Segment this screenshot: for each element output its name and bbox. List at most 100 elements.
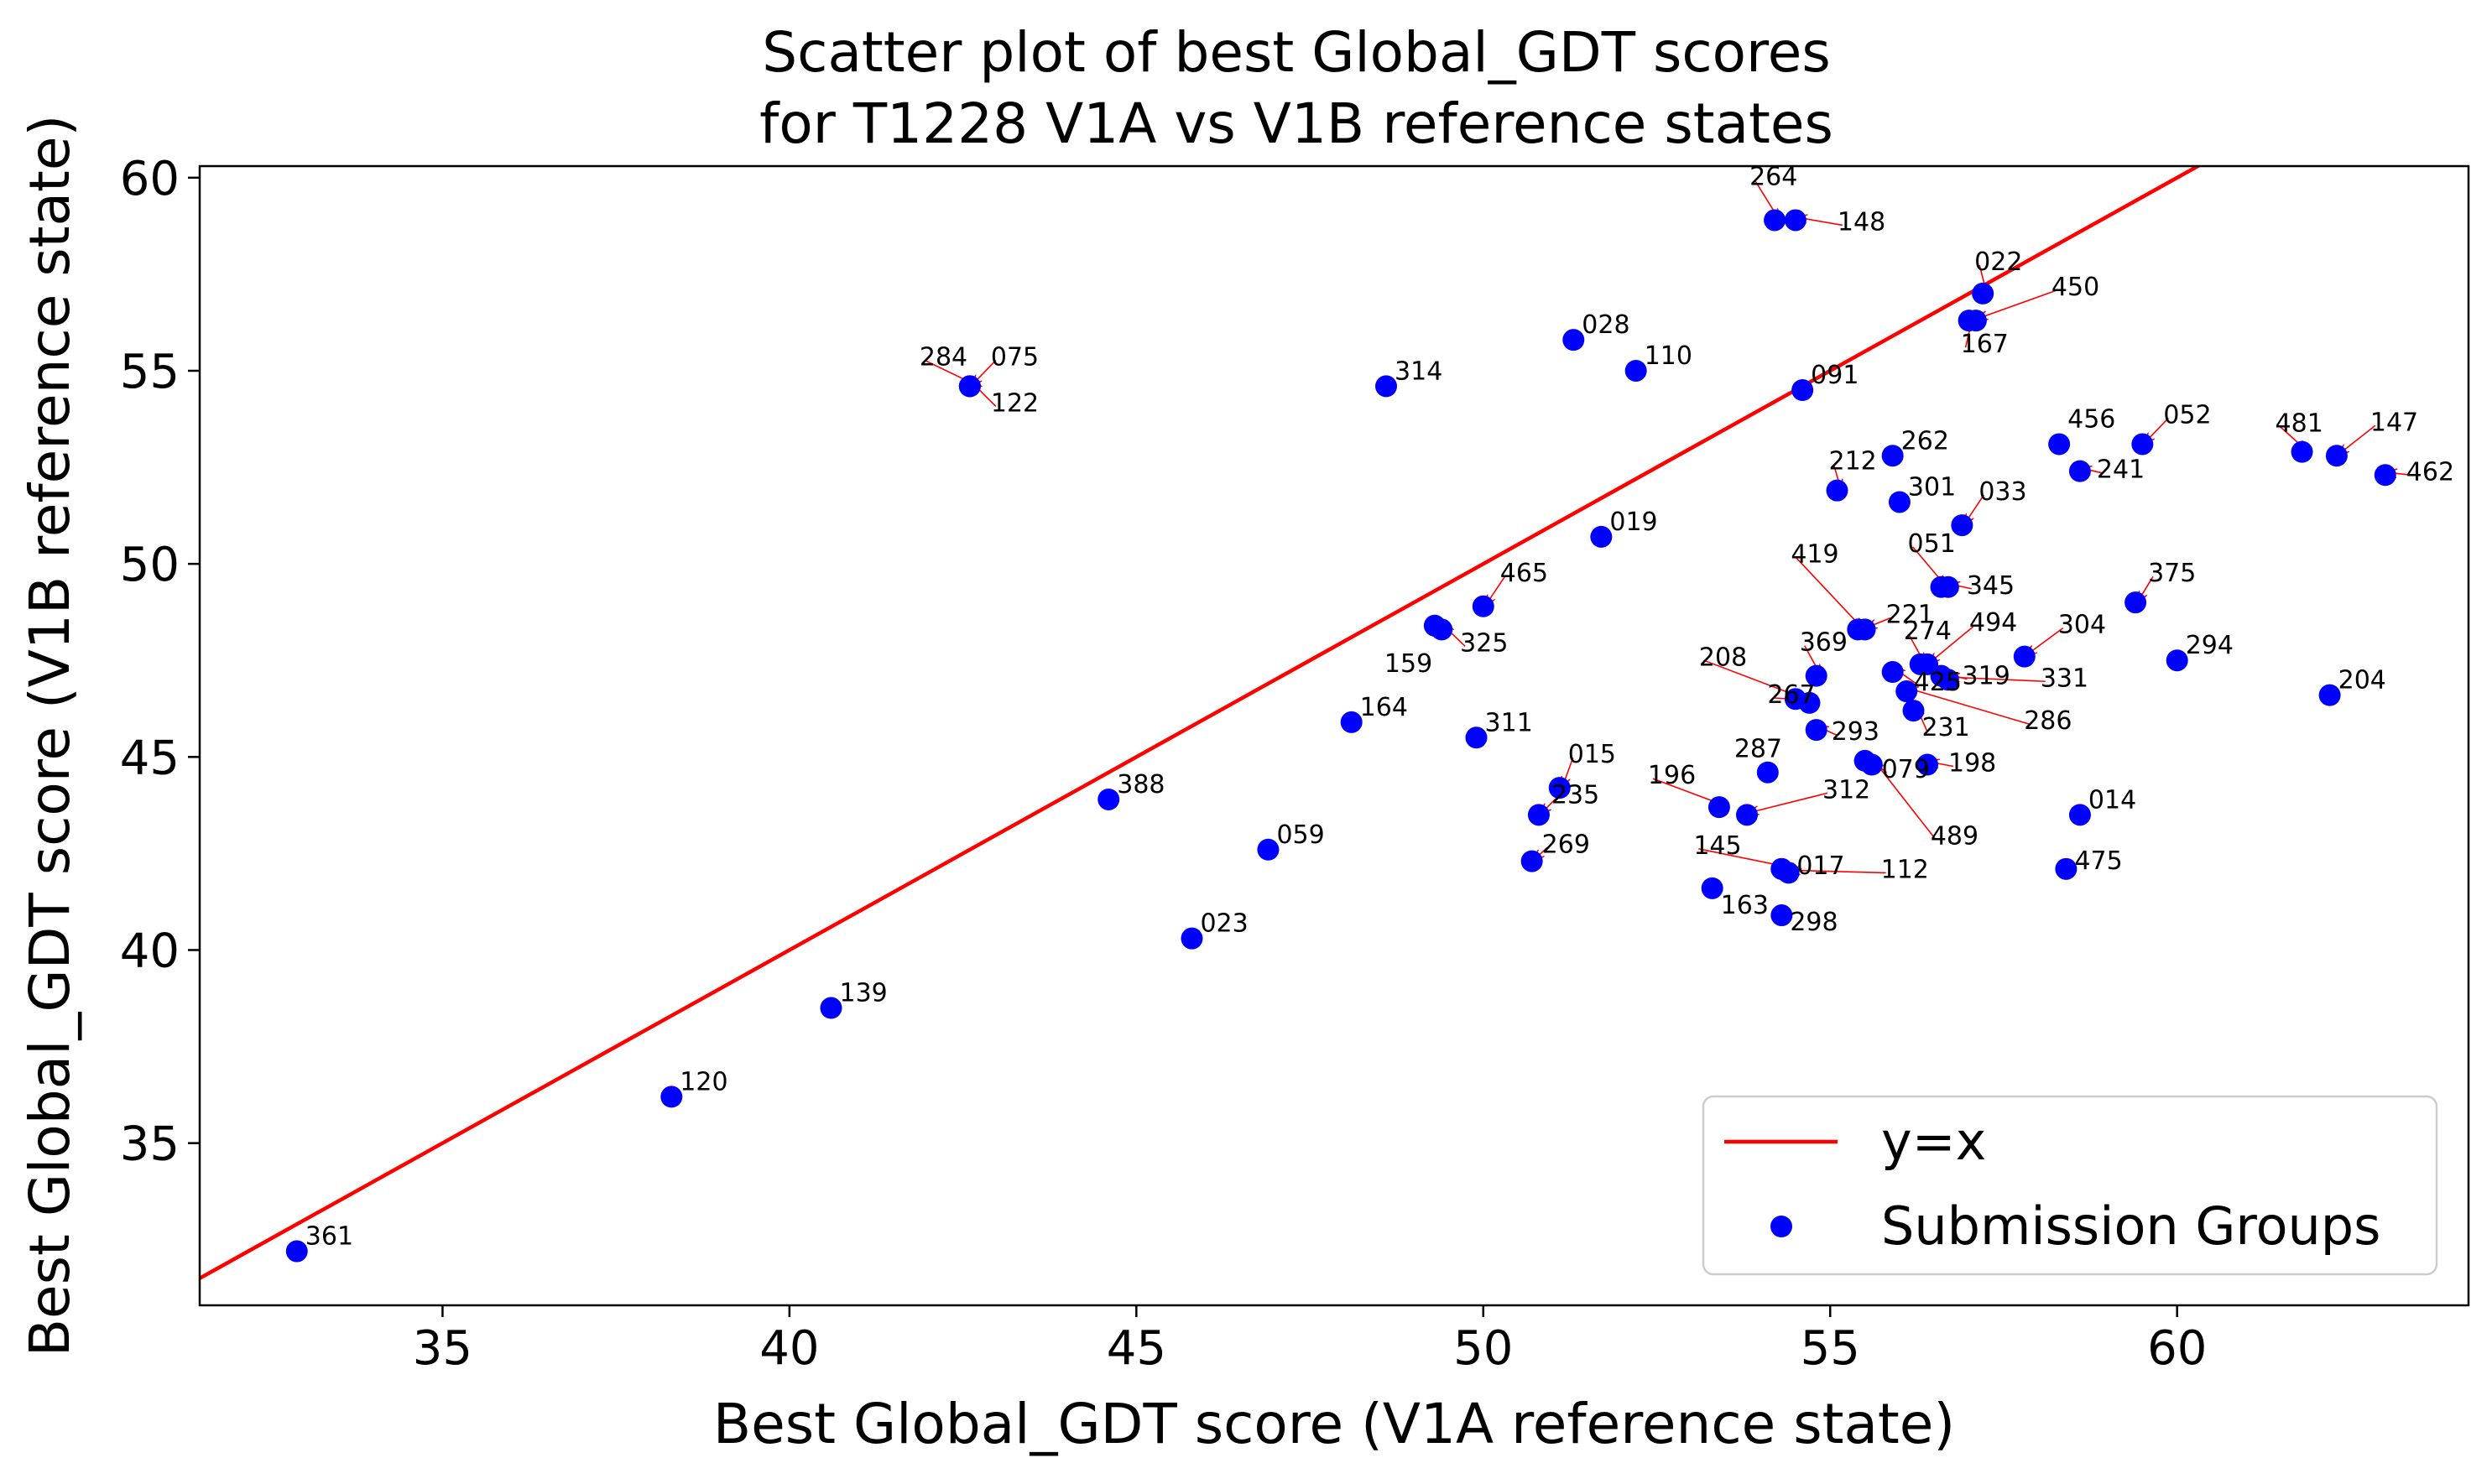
point-label: 456 [2067, 404, 2115, 434]
data-point [2124, 591, 2147, 614]
data-point [1624, 359, 1647, 382]
annotation-arrow [1795, 556, 1861, 627]
data-point [285, 1240, 308, 1263]
chart-title-line2: for T1228 V1A vs V1B reference states [759, 91, 1833, 156]
x-tick-label: 35 [413, 1321, 472, 1376]
y-axis-ticks: 35 40 45 50 55 60 [120, 152, 200, 1172]
point-label: 241 [2097, 456, 2145, 485]
x-tick-label: 50 [1453, 1321, 1513, 1376]
point-label: 139 [839, 979, 887, 1008]
point-label: 465 [1500, 559, 1548, 588]
point-label: 091 [1811, 361, 1859, 390]
data-point [820, 997, 842, 1019]
annotation-arrow [1750, 792, 1828, 812]
data-point [1701, 877, 1723, 899]
y-tick-label: 55 [120, 345, 180, 399]
legend-point-swatch [1770, 1216, 1792, 1237]
point-label: 052 [2163, 400, 2211, 430]
point-label: 198 [1948, 749, 1996, 778]
point-label: 231 [1921, 713, 1969, 742]
data-point [1916, 753, 1939, 776]
point-label: 319 [1963, 662, 2010, 691]
point-label: 014 [2088, 785, 2136, 815]
point-label: 028 [1582, 310, 1629, 340]
data-point [1853, 618, 1876, 641]
annotation-arrow [2340, 424, 2376, 453]
point-label: 051 [1908, 529, 1956, 559]
y-tick-label: 35 [120, 1117, 180, 1172]
data-point [1375, 375, 1398, 398]
point-label: 145 [1693, 831, 1741, 861]
point-label: 462 [2406, 457, 2454, 487]
data-point [1798, 691, 1821, 714]
data-point [1888, 491, 1911, 513]
point-label: 033 [1978, 477, 2026, 507]
legend-line-label: y=x [1881, 1111, 1986, 1172]
point-label: 489 [1931, 822, 1978, 851]
point-label: 269 [1542, 831, 1590, 860]
annotation-arrow [1703, 659, 1799, 696]
point-label: 304 [2058, 611, 2106, 640]
point-label: 361 [305, 1222, 353, 1252]
data-point [1784, 209, 1806, 232]
data-point [1770, 904, 1793, 927]
point-label: 369 [1800, 628, 1848, 658]
point-label: 212 [1829, 447, 1877, 476]
data-point [2013, 645, 2036, 668]
point-label: 196 [1648, 761, 1696, 790]
point-label: 388 [1117, 770, 1165, 799]
data-point [1958, 310, 1980, 332]
point-label: 147 [2370, 408, 2418, 437]
point-label: 450 [2051, 273, 2099, 302]
data-point [2131, 433, 2154, 456]
point-label: 419 [1791, 539, 1838, 569]
point-label: 204 [2338, 666, 2386, 695]
data-point [1707, 796, 1730, 819]
point-label: 019 [1609, 508, 1657, 537]
data-point [2318, 684, 2341, 706]
y-tick-label: 60 [120, 152, 180, 206]
scatter-point-layer [285, 209, 2396, 1263]
point-label: 022 [1974, 247, 2022, 277]
data-point [1257, 838, 1280, 861]
point-label: 262 [1901, 426, 1949, 456]
data-point [1937, 575, 1959, 598]
point-label: 075 [991, 342, 1039, 372]
x-tick-label: 45 [1107, 1321, 1166, 1376]
data-point [1902, 700, 1925, 722]
point-label: 017 [1796, 851, 1844, 881]
point-label: 314 [1395, 357, 1442, 386]
legend-box [1702, 1095, 2438, 1276]
data-point [1895, 680, 1918, 703]
data-point [1881, 445, 1904, 467]
data-point [1097, 788, 1120, 810]
point-label: 267 [1767, 680, 1815, 710]
point-label-layer: 361 120 139 023 388 059 164 311 159 325 465 019 314 0… [305, 162, 2454, 1251]
x-tick-label: 40 [759, 1321, 819, 1376]
data-point [2291, 440, 2313, 463]
legend: y=x Submission Groups [1702, 1095, 2438, 1276]
chart-title-line1: Scatter plot of best Global_GDT scores [762, 20, 1830, 85]
point-label: 325 [1460, 628, 1508, 658]
point-label: 274 [1904, 617, 1952, 646]
data-point [2325, 445, 2348, 467]
point-label: 293 [1832, 717, 1879, 747]
annotation-arrow [1698, 848, 1785, 867]
data-point [1472, 595, 1494, 617]
point-label: 148 [1838, 207, 1885, 237]
point-label: 221 [1886, 600, 1934, 629]
data-point [1881, 661, 1904, 684]
point-label: 481 [2276, 409, 2323, 439]
annotation-arrow [1875, 763, 1937, 841]
point-label: 122 [991, 388, 1039, 418]
data-point [1465, 726, 1488, 749]
point-label: 425 [1914, 668, 1962, 697]
point-label: 079 [1882, 755, 1930, 784]
y-axis-label: Best Global_GDT score (V1B reference sta… [18, 115, 82, 1356]
point-label: 167 [1961, 330, 2009, 359]
data-point [2166, 649, 2188, 672]
point-label: 015 [1568, 740, 1616, 769]
point-label: 494 [1969, 608, 2017, 638]
data-point [1520, 850, 1543, 872]
